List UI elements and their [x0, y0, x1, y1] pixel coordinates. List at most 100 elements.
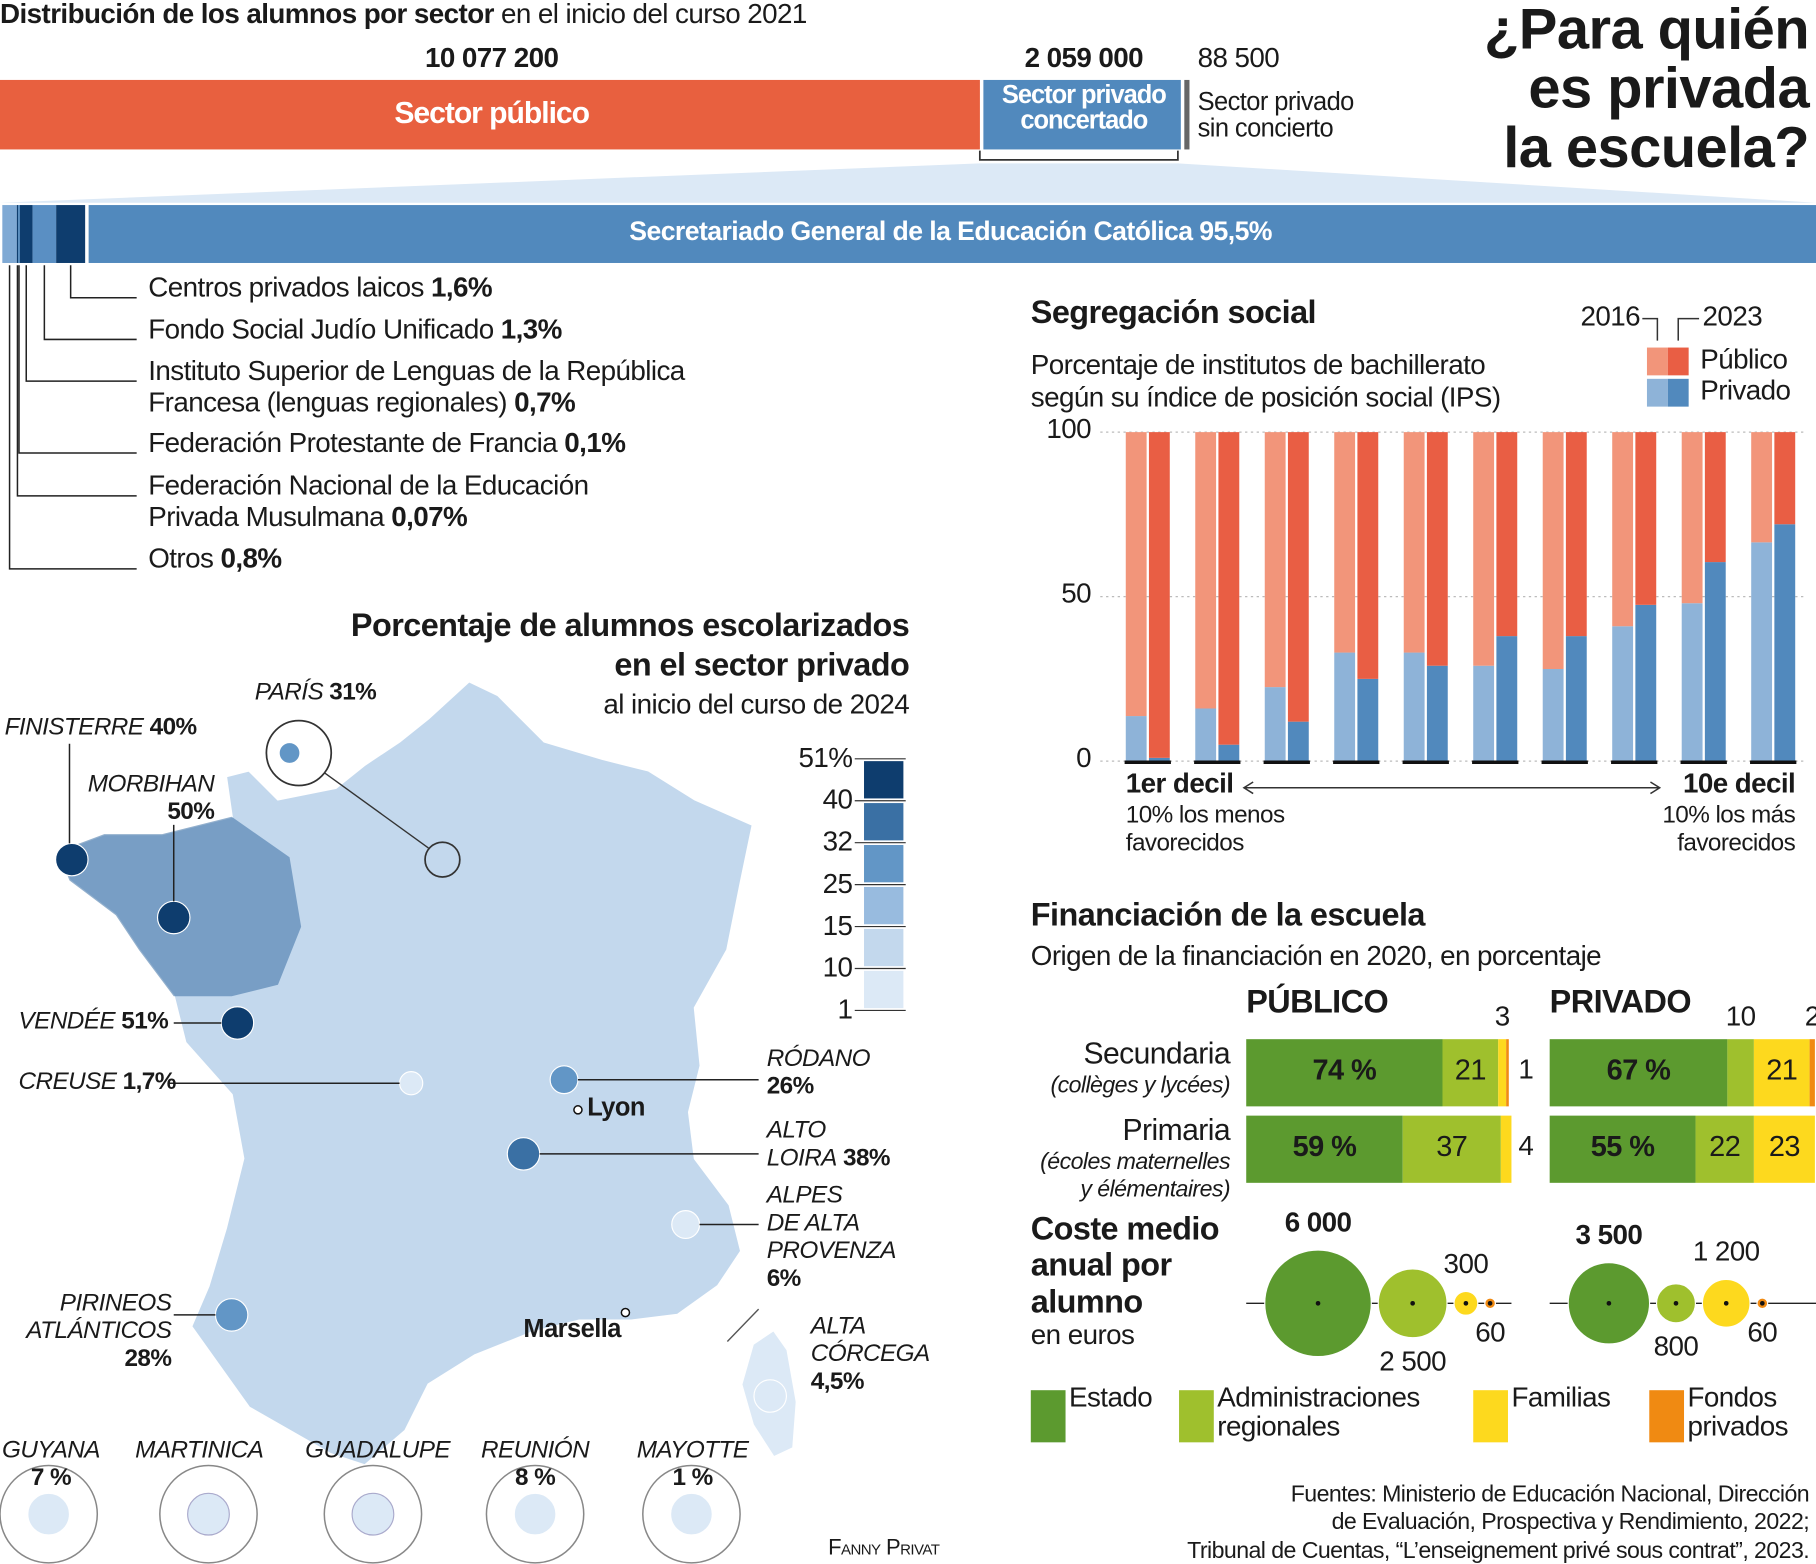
row-note: (collèges y lycées) — [1050, 1072, 1231, 1099]
bar-segment — [1264, 432, 1286, 688]
department — [156, 900, 191, 935]
department-value: 6% — [766, 1265, 802, 1293]
cost-label: 60 — [1475, 1316, 1505, 1349]
legend-tick-label: 25 — [822, 868, 853, 900]
cost-title: Coste medio anual por alumno — [1030, 1210, 1220, 1320]
legend-swatch — [1179, 1390, 1214, 1443]
category-name: Federación Protestante de Francia — [148, 427, 558, 459]
category-label: Centros privados laicos 1,6% — [148, 272, 492, 304]
legend-swatch — [1646, 347, 1668, 376]
department-name: ALTO LOIRA — [766, 1116, 838, 1172]
department-name: VENDÉE — [18, 1007, 116, 1035]
bubble-center — [1463, 1300, 1469, 1306]
x-category-note: 10% los menos favorecidos — [1125, 801, 1285, 857]
bar-segment — [983, 79, 1181, 150]
legend-tick-label: 15 — [822, 910, 853, 942]
department-name: MAYOTTE — [636, 1436, 749, 1464]
value-label: 37 — [1436, 1130, 1468, 1164]
bar-segment — [1498, 1039, 1507, 1107]
legend-swatch — [864, 886, 904, 925]
bar-segment — [1704, 432, 1726, 563]
legend-swatch — [1030, 1390, 1066, 1443]
bar-segment — [1195, 432, 1217, 709]
category-label: Otros 0,8% — [148, 543, 282, 575]
bar-segment — [1681, 432, 1703, 604]
bar-segment — [1506, 1039, 1509, 1107]
chart-subtitle: Porcentaje de institutos de bachillerato… — [1030, 349, 1501, 414]
value-label: 67 % — [1606, 1054, 1671, 1087]
bar-segment — [1473, 665, 1495, 762]
legend-swatch — [1667, 347, 1689, 376]
value-label: 10 077 200 — [425, 42, 559, 75]
cost-label: 800 — [1653, 1330, 1699, 1363]
department-name: MORBIHAN — [87, 770, 215, 798]
department-name: REUNIÓN — [481, 1436, 590, 1464]
bar-segment — [1125, 716, 1147, 762]
bar-segment — [1612, 432, 1634, 627]
chart-title: Segregación social — [1030, 294, 1317, 331]
paris-locator — [424, 841, 461, 878]
department-value: 28% — [124, 1345, 172, 1372]
leader-line — [18, 265, 137, 454]
row-label: Secundaria — [1083, 1035, 1231, 1071]
value-label: 0,7% — [514, 386, 576, 419]
department-label: GUADALUPE — [305, 1437, 450, 1465]
segment-label: Sector privado sin concierto — [1197, 86, 1355, 143]
legend-swatch — [864, 928, 904, 967]
bar-segment — [1704, 562, 1726, 762]
bar-segment — [1334, 652, 1356, 762]
legend-tick-label: 40 — [822, 784, 853, 816]
bar-segment — [1125, 432, 1147, 717]
category-name: Fondo Social Judío Unificado — [148, 313, 494, 346]
cost-label: 2 500 — [1379, 1345, 1446, 1378]
arrow-head — [1242, 781, 1662, 795]
department-value: 4,5% — [810, 1368, 865, 1396]
bar-segment — [1496, 432, 1518, 637]
legend-swatch — [1649, 1390, 1685, 1443]
legend-bracket — [1642, 317, 1659, 341]
y-tick-label: 50 — [1061, 578, 1092, 610]
value-label: 21 — [1766, 1054, 1798, 1087]
bubble-center — [1760, 1300, 1765, 1306]
bar-segment — [1246, 1039, 1443, 1107]
bubble-center — [1673, 1300, 1679, 1306]
bar-segment — [18, 205, 20, 263]
panel-title: PÚBLICO — [1246, 983, 1389, 1020]
department-value: 8 % — [515, 1464, 556, 1492]
y-tick-label: 0 — [1076, 742, 1092, 774]
leader-line — [25, 265, 137, 382]
department — [214, 1298, 249, 1332]
value-label: 22 — [1709, 1130, 1741, 1164]
segment-label: Sector público — [394, 94, 590, 130]
row-note: (écoles maternelles y élémentaires) — [1040, 1149, 1231, 1203]
city-marker — [573, 1105, 583, 1115]
department-value: 40% — [149, 713, 198, 741]
department-label: ALTO LOIRA 38% — [766, 1116, 891, 1173]
bubble-center — [1487, 1300, 1493, 1306]
bar-segment — [1402, 1115, 1501, 1183]
department — [278, 742, 301, 765]
department-value: 31% — [329, 678, 377, 706]
main-title: ¿Para quién es privada la escuela? — [1484, 0, 1810, 180]
cost-label: 3 500 — [1575, 1219, 1643, 1252]
paris-connector — [323, 772, 429, 849]
value-label: 2 059 000 — [1024, 42, 1144, 75]
value-label: 74 % — [1312, 1054, 1377, 1087]
row-label: Primaria — [1122, 1112, 1231, 1147]
value-label: 1,3% — [500, 313, 563, 346]
legend-label: Privado — [1700, 375, 1791, 407]
department-value: 1,7% — [122, 1068, 177, 1095]
department — [55, 842, 89, 877]
department-label: FINISTERRE 40% — [5, 713, 198, 742]
department-name: RÓDANO — [766, 1044, 871, 1072]
legend-label: Público — [1700, 344, 1788, 376]
chart-subtitle: en el inicio del curso 2021 — [501, 0, 807, 31]
chart-title: Porcentaje de alumnos escolarizados en e… — [350, 607, 910, 683]
chart-header: Distribución de los alumnos por sector e… — [0, 0, 807, 31]
bar-segment — [19, 205, 33, 263]
bar-segment — [1148, 757, 1170, 762]
bubble-center — [1606, 1300, 1612, 1306]
corsica-separator — [726, 1308, 760, 1343]
bubble-center — [1723, 1300, 1729, 1306]
